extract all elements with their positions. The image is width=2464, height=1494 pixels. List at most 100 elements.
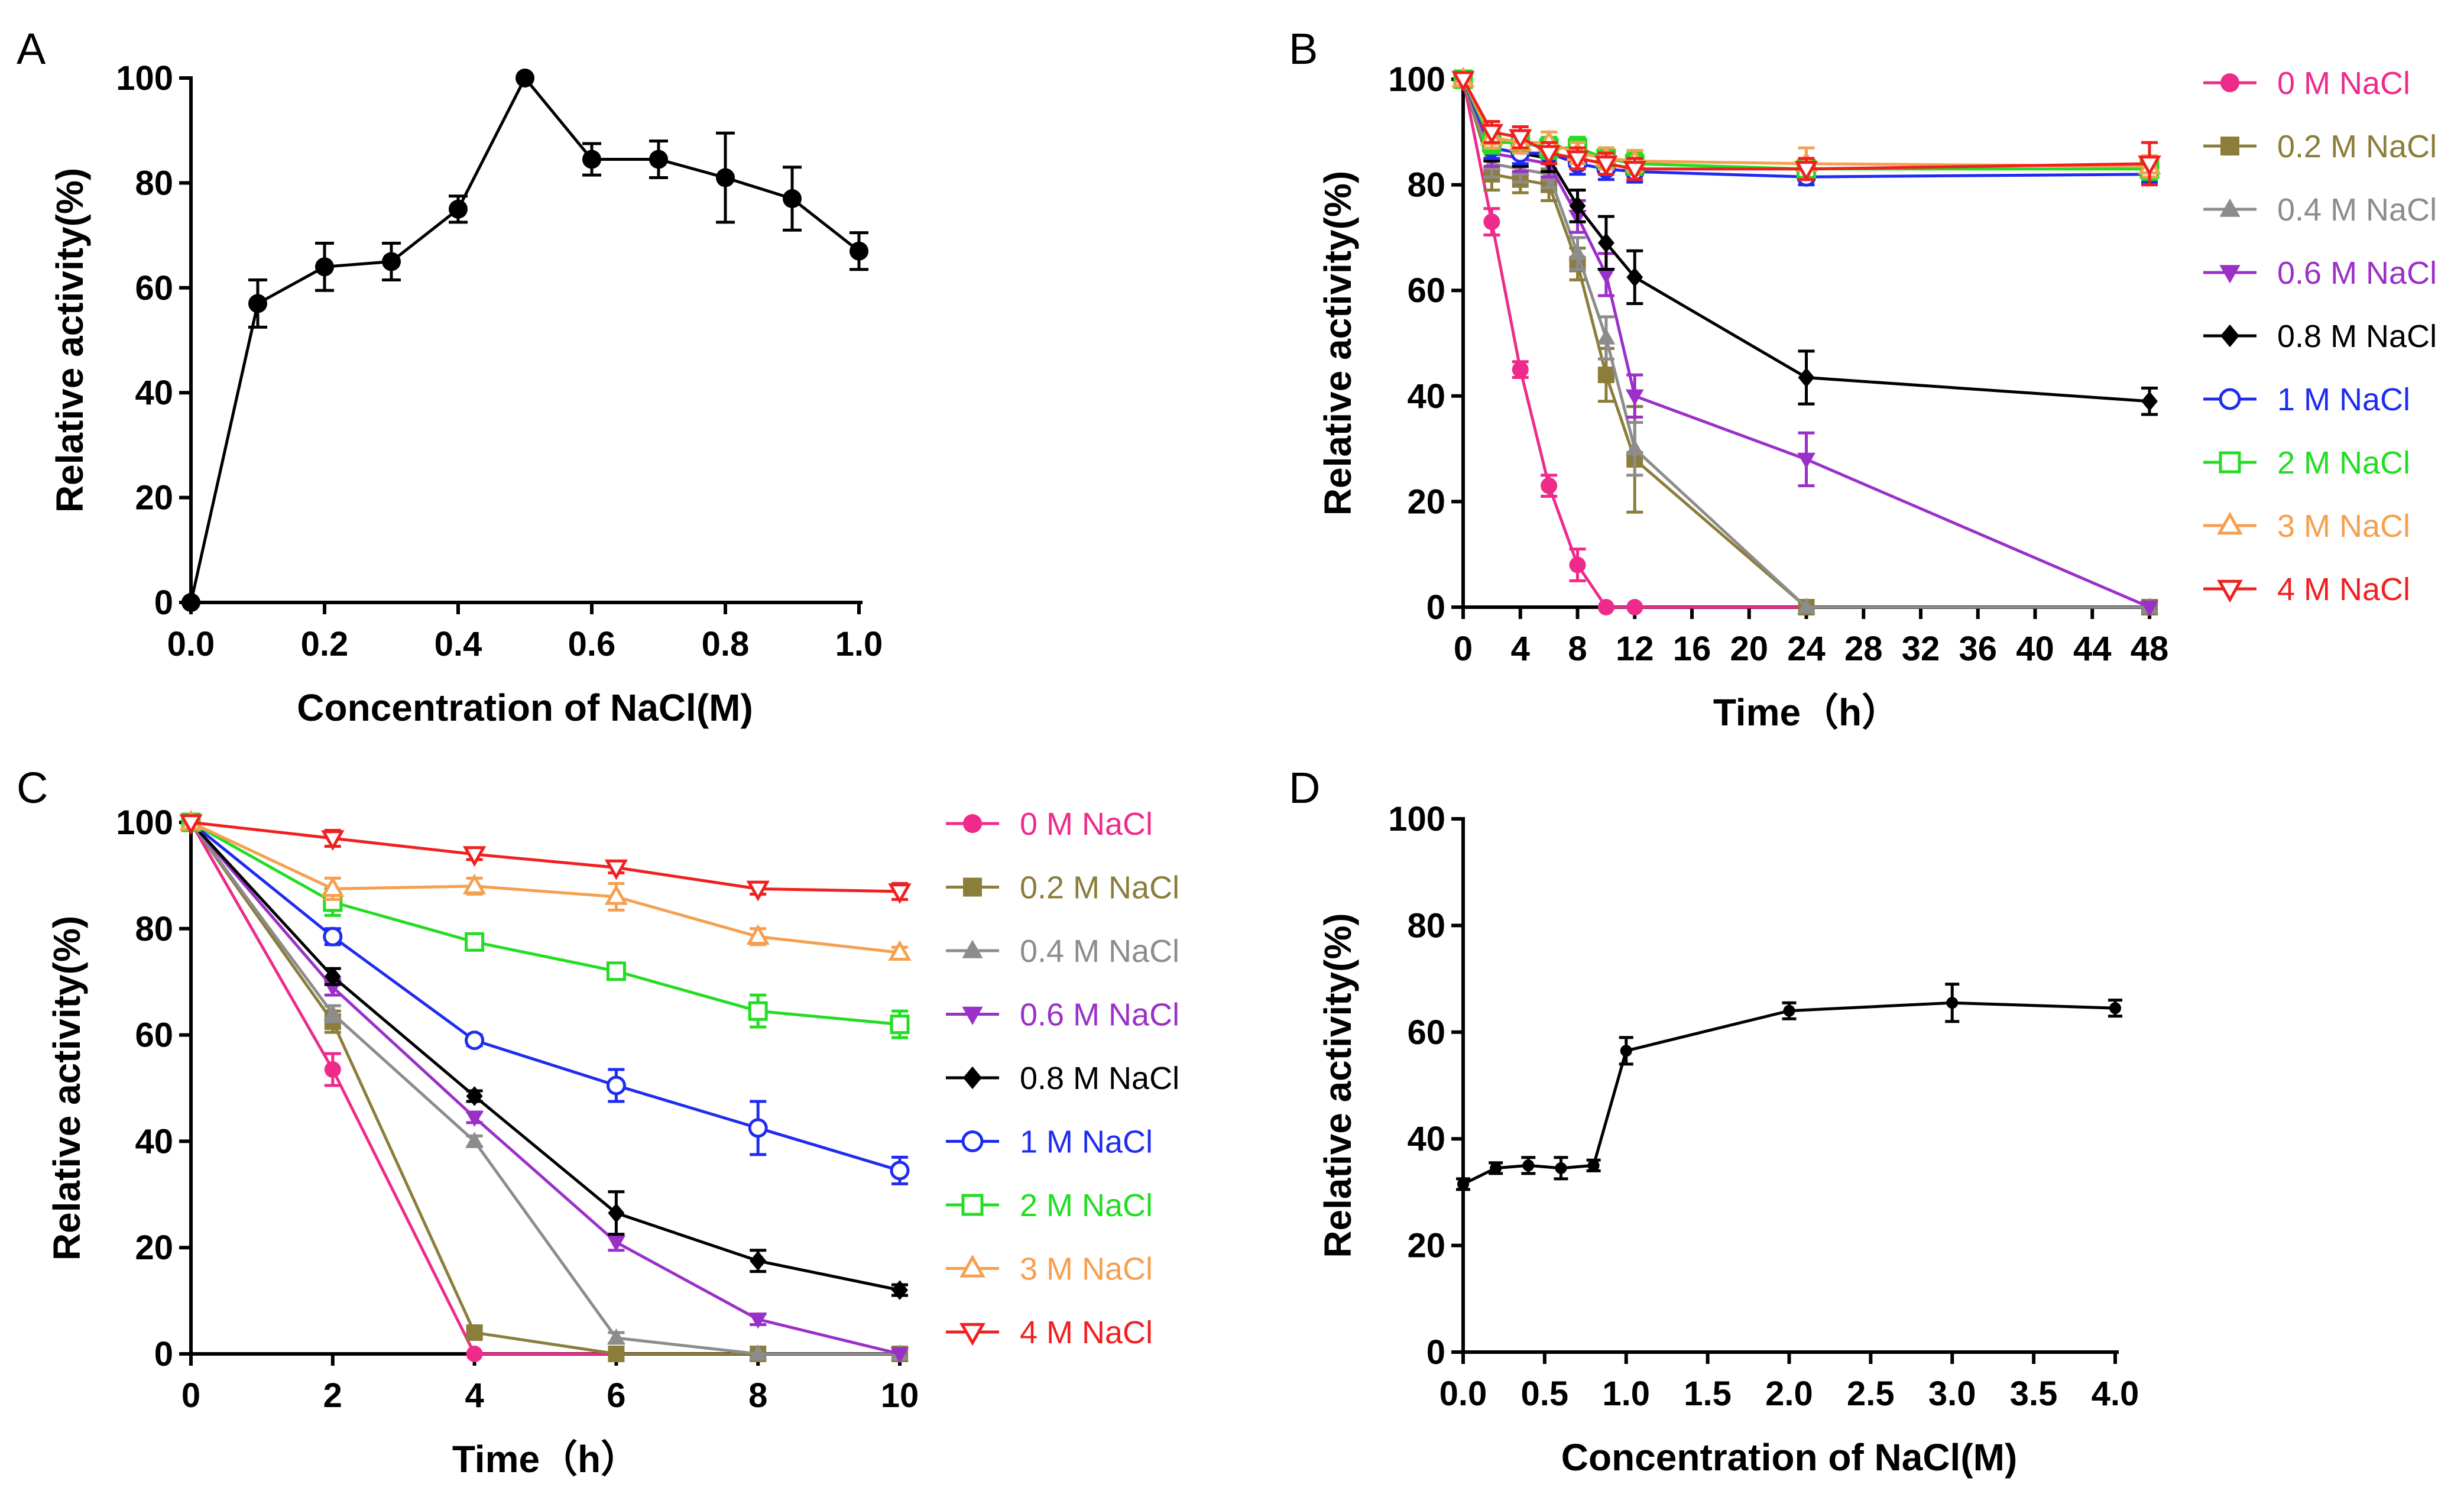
legend-marker bbox=[2219, 388, 2241, 410]
x-tick-label: 10 bbox=[881, 1376, 919, 1415]
y-tick-label: 0 bbox=[1426, 1333, 1445, 1372]
series-nacl bbox=[1456, 983, 2122, 1191]
data-point bbox=[1509, 129, 1532, 150]
data-point bbox=[1457, 1178, 1469, 1190]
data-point bbox=[1512, 361, 1529, 378]
data-point bbox=[2141, 391, 2158, 411]
legend-marker bbox=[963, 1066, 982, 1090]
data-point bbox=[649, 150, 668, 169]
data-point bbox=[1783, 1004, 1795, 1017]
data-point bbox=[607, 1328, 625, 1345]
x-tick-label: 4 bbox=[465, 1376, 484, 1415]
data-point bbox=[1541, 477, 1558, 494]
series-1-m-nacl: 1 M NaCl bbox=[1453, 69, 2410, 417]
data-point bbox=[608, 1346, 625, 1362]
data-point bbox=[1597, 233, 1614, 253]
x-axis-title: Time（h） bbox=[452, 1438, 638, 1480]
legend-marker bbox=[2217, 511, 2243, 535]
y-tick-label: 60 bbox=[135, 269, 173, 307]
data-point bbox=[607, 1236, 625, 1252]
x-tick-label: 2.0 bbox=[1765, 1375, 1813, 1413]
legend-marker bbox=[963, 877, 982, 897]
y-tick-label: 40 bbox=[135, 1122, 173, 1161]
data-point bbox=[746, 924, 770, 945]
data-point bbox=[1537, 145, 1561, 166]
legend-label: 0.2 M NaCl bbox=[2277, 129, 2437, 164]
data-point bbox=[323, 926, 343, 947]
data-point bbox=[1451, 71, 1475, 92]
panel-letter-d: D bbox=[1289, 763, 1320, 812]
data-point bbox=[324, 1061, 341, 1078]
legend-label: 4 M NaCl bbox=[2277, 572, 2410, 607]
x-tick-label: 32 bbox=[1902, 630, 1940, 668]
data-point bbox=[1797, 597, 1815, 614]
series-3-m-nacl: 3 M NaCl bbox=[1451, 66, 2410, 544]
series-2-m-nacl: 2 M NaCl bbox=[1453, 69, 2410, 481]
legend-marker bbox=[962, 939, 983, 958]
legend-marker bbox=[962, 1006, 983, 1025]
data-point bbox=[783, 189, 802, 209]
data-point bbox=[748, 1118, 768, 1138]
data-point bbox=[746, 880, 770, 902]
series-line bbox=[190, 821, 900, 954]
series-line bbox=[190, 821, 900, 1356]
series-line bbox=[190, 821, 900, 1172]
legend-label: 4 M NaCl bbox=[1020, 1315, 1153, 1350]
x-axis-title: Concentration of NaCl(M) bbox=[297, 686, 753, 729]
data-point bbox=[465, 1110, 484, 1127]
x-tick-label: 40 bbox=[2016, 630, 2054, 668]
series-0-4-m-nacl: 0.4 M NaCl bbox=[181, 812, 1179, 1361]
data-point bbox=[748, 1344, 767, 1361]
data-point bbox=[890, 1347, 909, 1364]
y-tick-label: 60 bbox=[1407, 1013, 1445, 1052]
data-point bbox=[608, 1203, 625, 1223]
data-point bbox=[890, 1015, 910, 1035]
legend-label: 0 M NaCl bbox=[1020, 806, 1153, 842]
legend-marker bbox=[961, 1130, 984, 1152]
data-point bbox=[606, 961, 626, 981]
data-point bbox=[750, 1250, 767, 1271]
data-point bbox=[449, 199, 468, 219]
series-2-m-nacl: 2 M NaCl bbox=[181, 812, 1153, 1223]
data-point bbox=[466, 1324, 483, 1341]
x-tick-label: 3.5 bbox=[2010, 1375, 2058, 1413]
data-point bbox=[748, 1312, 767, 1329]
data-point bbox=[465, 1030, 485, 1051]
y-tick-label: 0 bbox=[1426, 588, 1445, 627]
x-tick-label: 0.0 bbox=[1440, 1375, 1487, 1413]
y-tick-label: 0 bbox=[154, 584, 173, 622]
data-point bbox=[1798, 367, 1815, 388]
series-line bbox=[190, 821, 900, 1292]
x-tick-label: 36 bbox=[1959, 630, 1997, 668]
data-point bbox=[1597, 599, 1614, 615]
data-point bbox=[2138, 155, 2161, 177]
legend-label: 0 M NaCl bbox=[2277, 66, 2410, 101]
data-point bbox=[1794, 161, 1818, 182]
data-point bbox=[323, 1004, 342, 1020]
data-point bbox=[1625, 389, 1644, 406]
data-point bbox=[2140, 600, 2159, 617]
series-line bbox=[189, 821, 900, 1356]
y-tick-label: 20 bbox=[1407, 482, 1445, 521]
legend-marker bbox=[2219, 451, 2241, 474]
y-axis-title: Relative activity(%) bbox=[1317, 171, 1359, 516]
data-point bbox=[1797, 452, 1815, 469]
legend-label: 2 M NaCl bbox=[2277, 445, 2410, 481]
y-axis-title: Relative activity(%) bbox=[48, 168, 91, 513]
x-tick-label: 1.5 bbox=[1684, 1375, 1732, 1413]
x-tick-label: 0.0 bbox=[167, 625, 215, 663]
data-point bbox=[1587, 1159, 1600, 1172]
data-point bbox=[1568, 244, 1587, 260]
data-point bbox=[1597, 328, 1616, 345]
data-point bbox=[466, 1346, 483, 1362]
data-point bbox=[1626, 267, 1643, 287]
legend-label: 0.2 M NaCl bbox=[1020, 870, 1179, 906]
x-tick-label: 12 bbox=[1616, 630, 1654, 668]
legend-marker bbox=[959, 1255, 985, 1278]
data-point bbox=[462, 846, 487, 867]
data-point bbox=[1522, 1159, 1535, 1172]
series-4-m-nacl: 4 M NaCl bbox=[1451, 71, 2410, 607]
data-point bbox=[1483, 213, 1500, 231]
series-line bbox=[189, 821, 900, 1356]
